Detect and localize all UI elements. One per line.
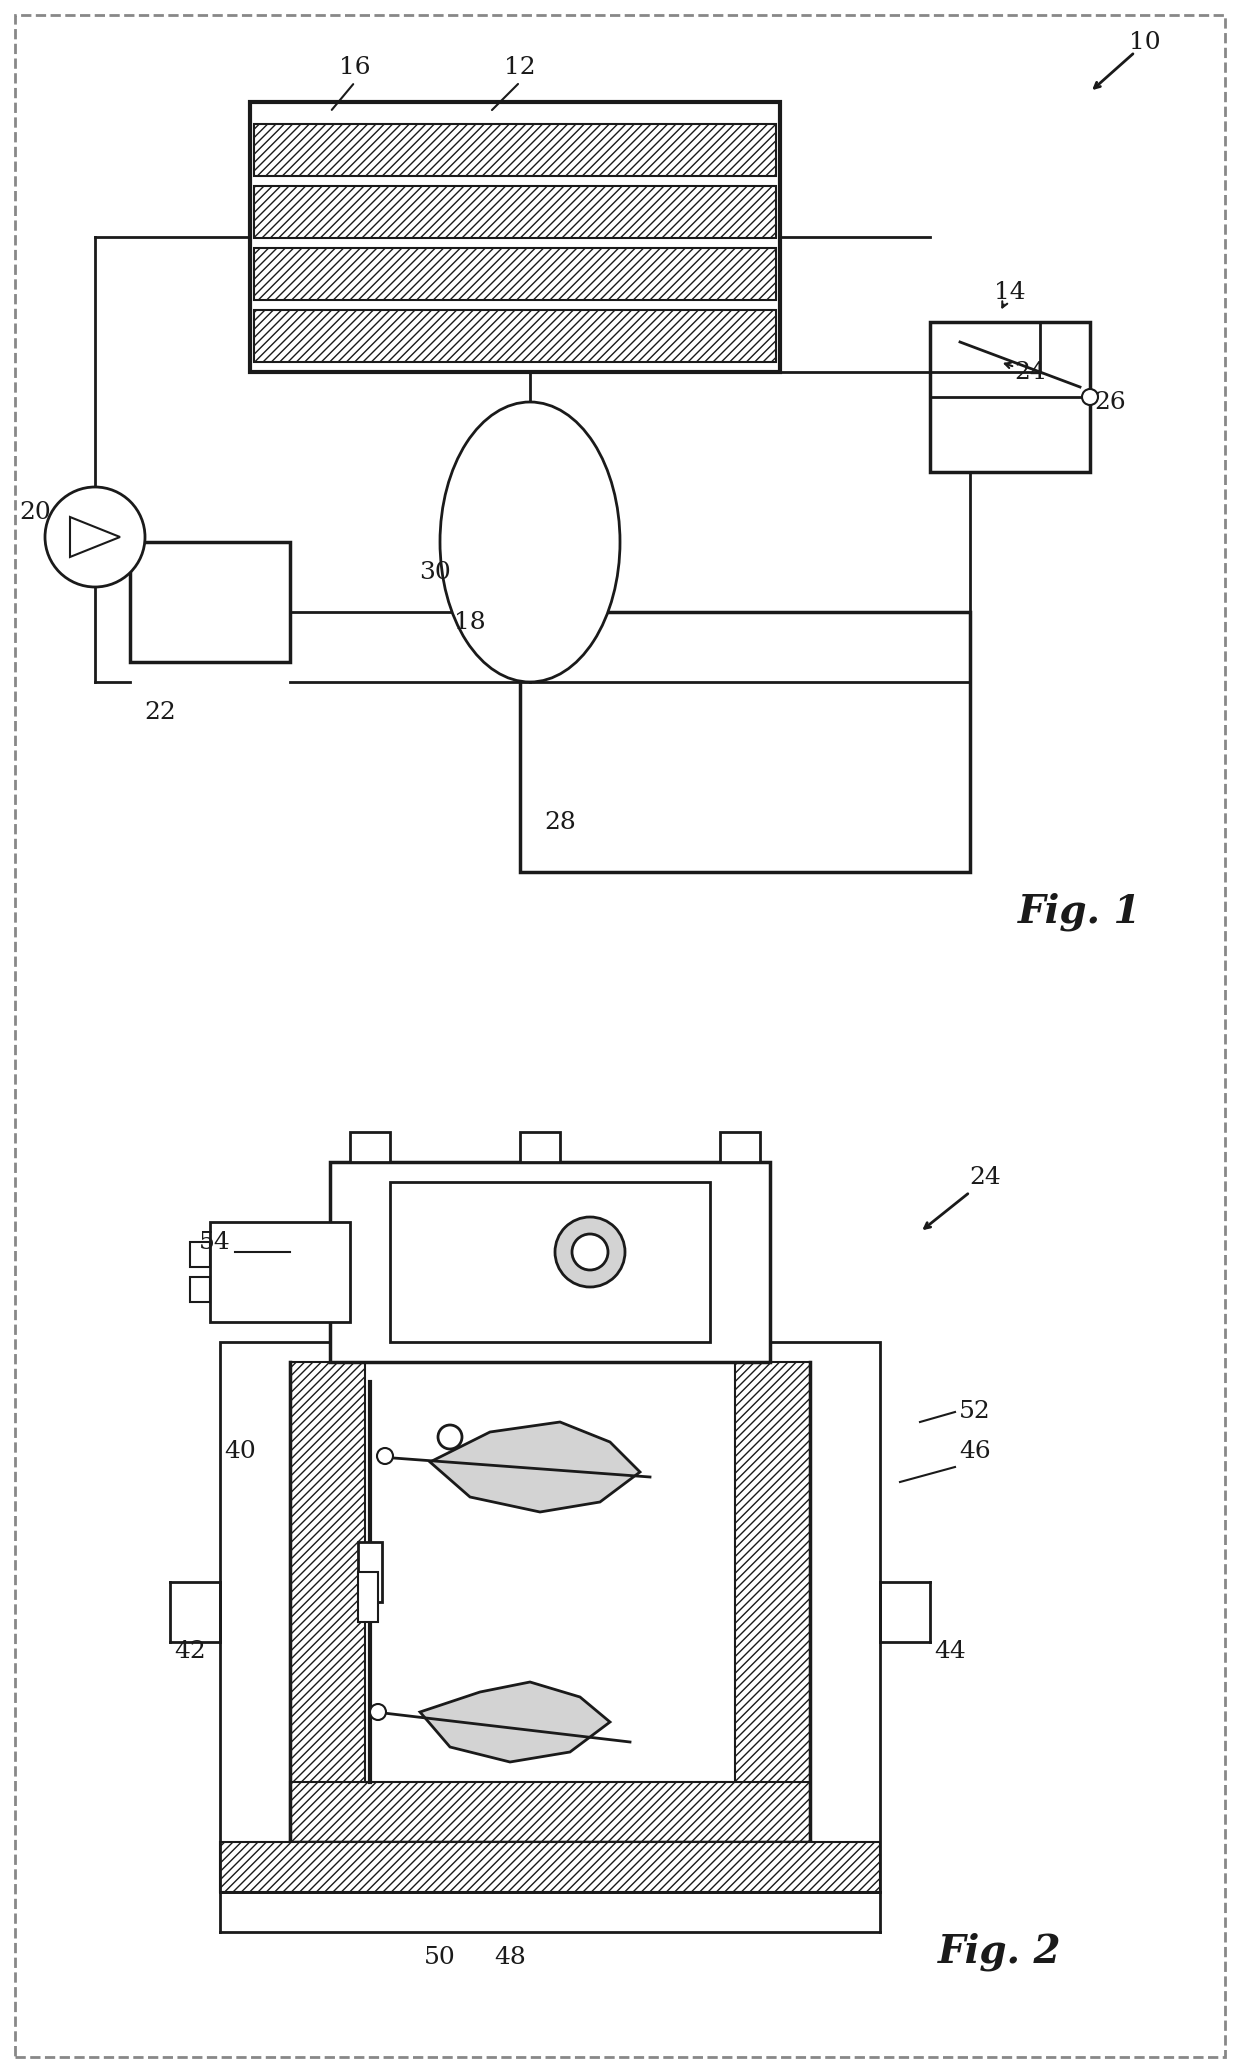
Bar bbox=[190, 1276, 210, 1301]
Text: 10: 10 bbox=[1130, 31, 1161, 54]
Text: 28: 28 bbox=[544, 810, 575, 833]
Circle shape bbox=[377, 1448, 393, 1465]
Text: 26: 26 bbox=[1094, 390, 1126, 414]
Polygon shape bbox=[430, 1421, 640, 1513]
Bar bbox=[358, 1573, 378, 1622]
Bar bbox=[930, 321, 1090, 472]
Text: 30: 30 bbox=[419, 562, 451, 584]
Ellipse shape bbox=[440, 402, 620, 682]
Circle shape bbox=[556, 1216, 625, 1287]
Text: 46: 46 bbox=[959, 1440, 991, 1463]
Text: 14: 14 bbox=[994, 280, 1025, 303]
Text: 52: 52 bbox=[959, 1401, 991, 1423]
Bar bbox=[254, 249, 776, 300]
Bar bbox=[350, 1131, 391, 1162]
Bar bbox=[254, 186, 776, 238]
Text: 48: 48 bbox=[494, 1946, 526, 1968]
Circle shape bbox=[370, 1703, 386, 1720]
Circle shape bbox=[572, 1235, 608, 1270]
Text: 16: 16 bbox=[340, 56, 371, 79]
Bar bbox=[210, 1222, 350, 1322]
Text: 42: 42 bbox=[174, 1641, 206, 1664]
Bar bbox=[254, 124, 776, 176]
Bar bbox=[520, 1131, 560, 1162]
Bar bbox=[254, 311, 776, 363]
Bar bbox=[391, 1181, 711, 1343]
Text: 24: 24 bbox=[1014, 361, 1045, 383]
Bar bbox=[720, 1131, 760, 1162]
Text: 18: 18 bbox=[454, 611, 486, 634]
Text: 50: 50 bbox=[424, 1946, 456, 1968]
Text: 22: 22 bbox=[144, 700, 176, 723]
Polygon shape bbox=[420, 1682, 610, 1761]
Bar bbox=[520, 611, 970, 872]
Text: 40: 40 bbox=[224, 1440, 255, 1463]
Bar bbox=[290, 1782, 810, 1842]
Circle shape bbox=[1083, 390, 1097, 404]
Text: Fig. 2: Fig. 2 bbox=[939, 1933, 1061, 1970]
Bar bbox=[290, 1361, 365, 1842]
Bar bbox=[250, 102, 780, 373]
Bar bbox=[330, 1162, 770, 1361]
Text: 12: 12 bbox=[505, 56, 536, 79]
Circle shape bbox=[45, 487, 145, 586]
Text: 24: 24 bbox=[970, 1167, 1001, 1189]
Bar bbox=[358, 1542, 382, 1602]
Bar bbox=[130, 543, 290, 661]
Bar bbox=[219, 1343, 880, 1892]
Bar bbox=[735, 1361, 810, 1842]
Bar bbox=[219, 1842, 880, 1892]
Bar bbox=[190, 1241, 210, 1266]
Polygon shape bbox=[69, 518, 120, 557]
Text: 44: 44 bbox=[934, 1641, 966, 1664]
Circle shape bbox=[438, 1426, 463, 1448]
Text: 20: 20 bbox=[19, 501, 51, 524]
Text: Fig. 1: Fig. 1 bbox=[1018, 893, 1142, 930]
Text: 54: 54 bbox=[200, 1231, 231, 1254]
